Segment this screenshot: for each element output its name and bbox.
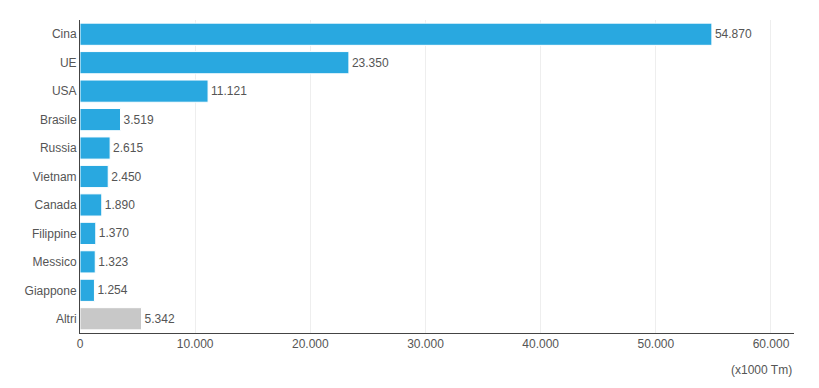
svg-text:5.342: 5.342 xyxy=(145,312,175,326)
svg-text:Altri: Altri xyxy=(56,312,77,326)
svg-text:Filippine: Filippine xyxy=(32,227,77,241)
svg-text:23.350: 23.350 xyxy=(352,56,389,70)
svg-text:60.000: 60.000 xyxy=(753,337,790,351)
svg-text:1.254: 1.254 xyxy=(97,283,127,297)
svg-text:2.450: 2.450 xyxy=(111,170,141,184)
svg-text:Giappone: Giappone xyxy=(25,284,77,298)
svg-text:10.000: 10.000 xyxy=(177,337,214,351)
svg-text:UE: UE xyxy=(60,56,77,70)
svg-text:54.870: 54.870 xyxy=(715,27,752,41)
svg-text:3.519: 3.519 xyxy=(124,113,154,127)
svg-text:0: 0 xyxy=(77,337,84,351)
svg-text:1.890: 1.890 xyxy=(105,198,135,212)
svg-text:20.000: 20.000 xyxy=(292,337,329,351)
svg-text:2.615: 2.615 xyxy=(113,141,143,155)
svg-text:40.000: 40.000 xyxy=(522,337,559,351)
svg-text:50.000: 50.000 xyxy=(637,337,674,351)
svg-text:Messico: Messico xyxy=(33,255,77,269)
svg-text:Vietnam: Vietnam xyxy=(33,170,77,184)
svg-text:1.370: 1.370 xyxy=(99,226,129,240)
svg-text:(x1000 Tm): (x1000 Tm) xyxy=(731,363,792,377)
svg-text:USA: USA xyxy=(52,84,77,98)
svg-text:Canada: Canada xyxy=(35,198,77,212)
svg-text:11.121: 11.121 xyxy=(211,84,247,98)
svg-text:Russia: Russia xyxy=(40,141,77,155)
svg-text:Brasile: Brasile xyxy=(40,113,77,127)
svg-text:1.323: 1.323 xyxy=(98,255,128,269)
svg-text:30.000: 30.000 xyxy=(407,337,444,351)
svg-text:Cina: Cina xyxy=(52,27,77,41)
